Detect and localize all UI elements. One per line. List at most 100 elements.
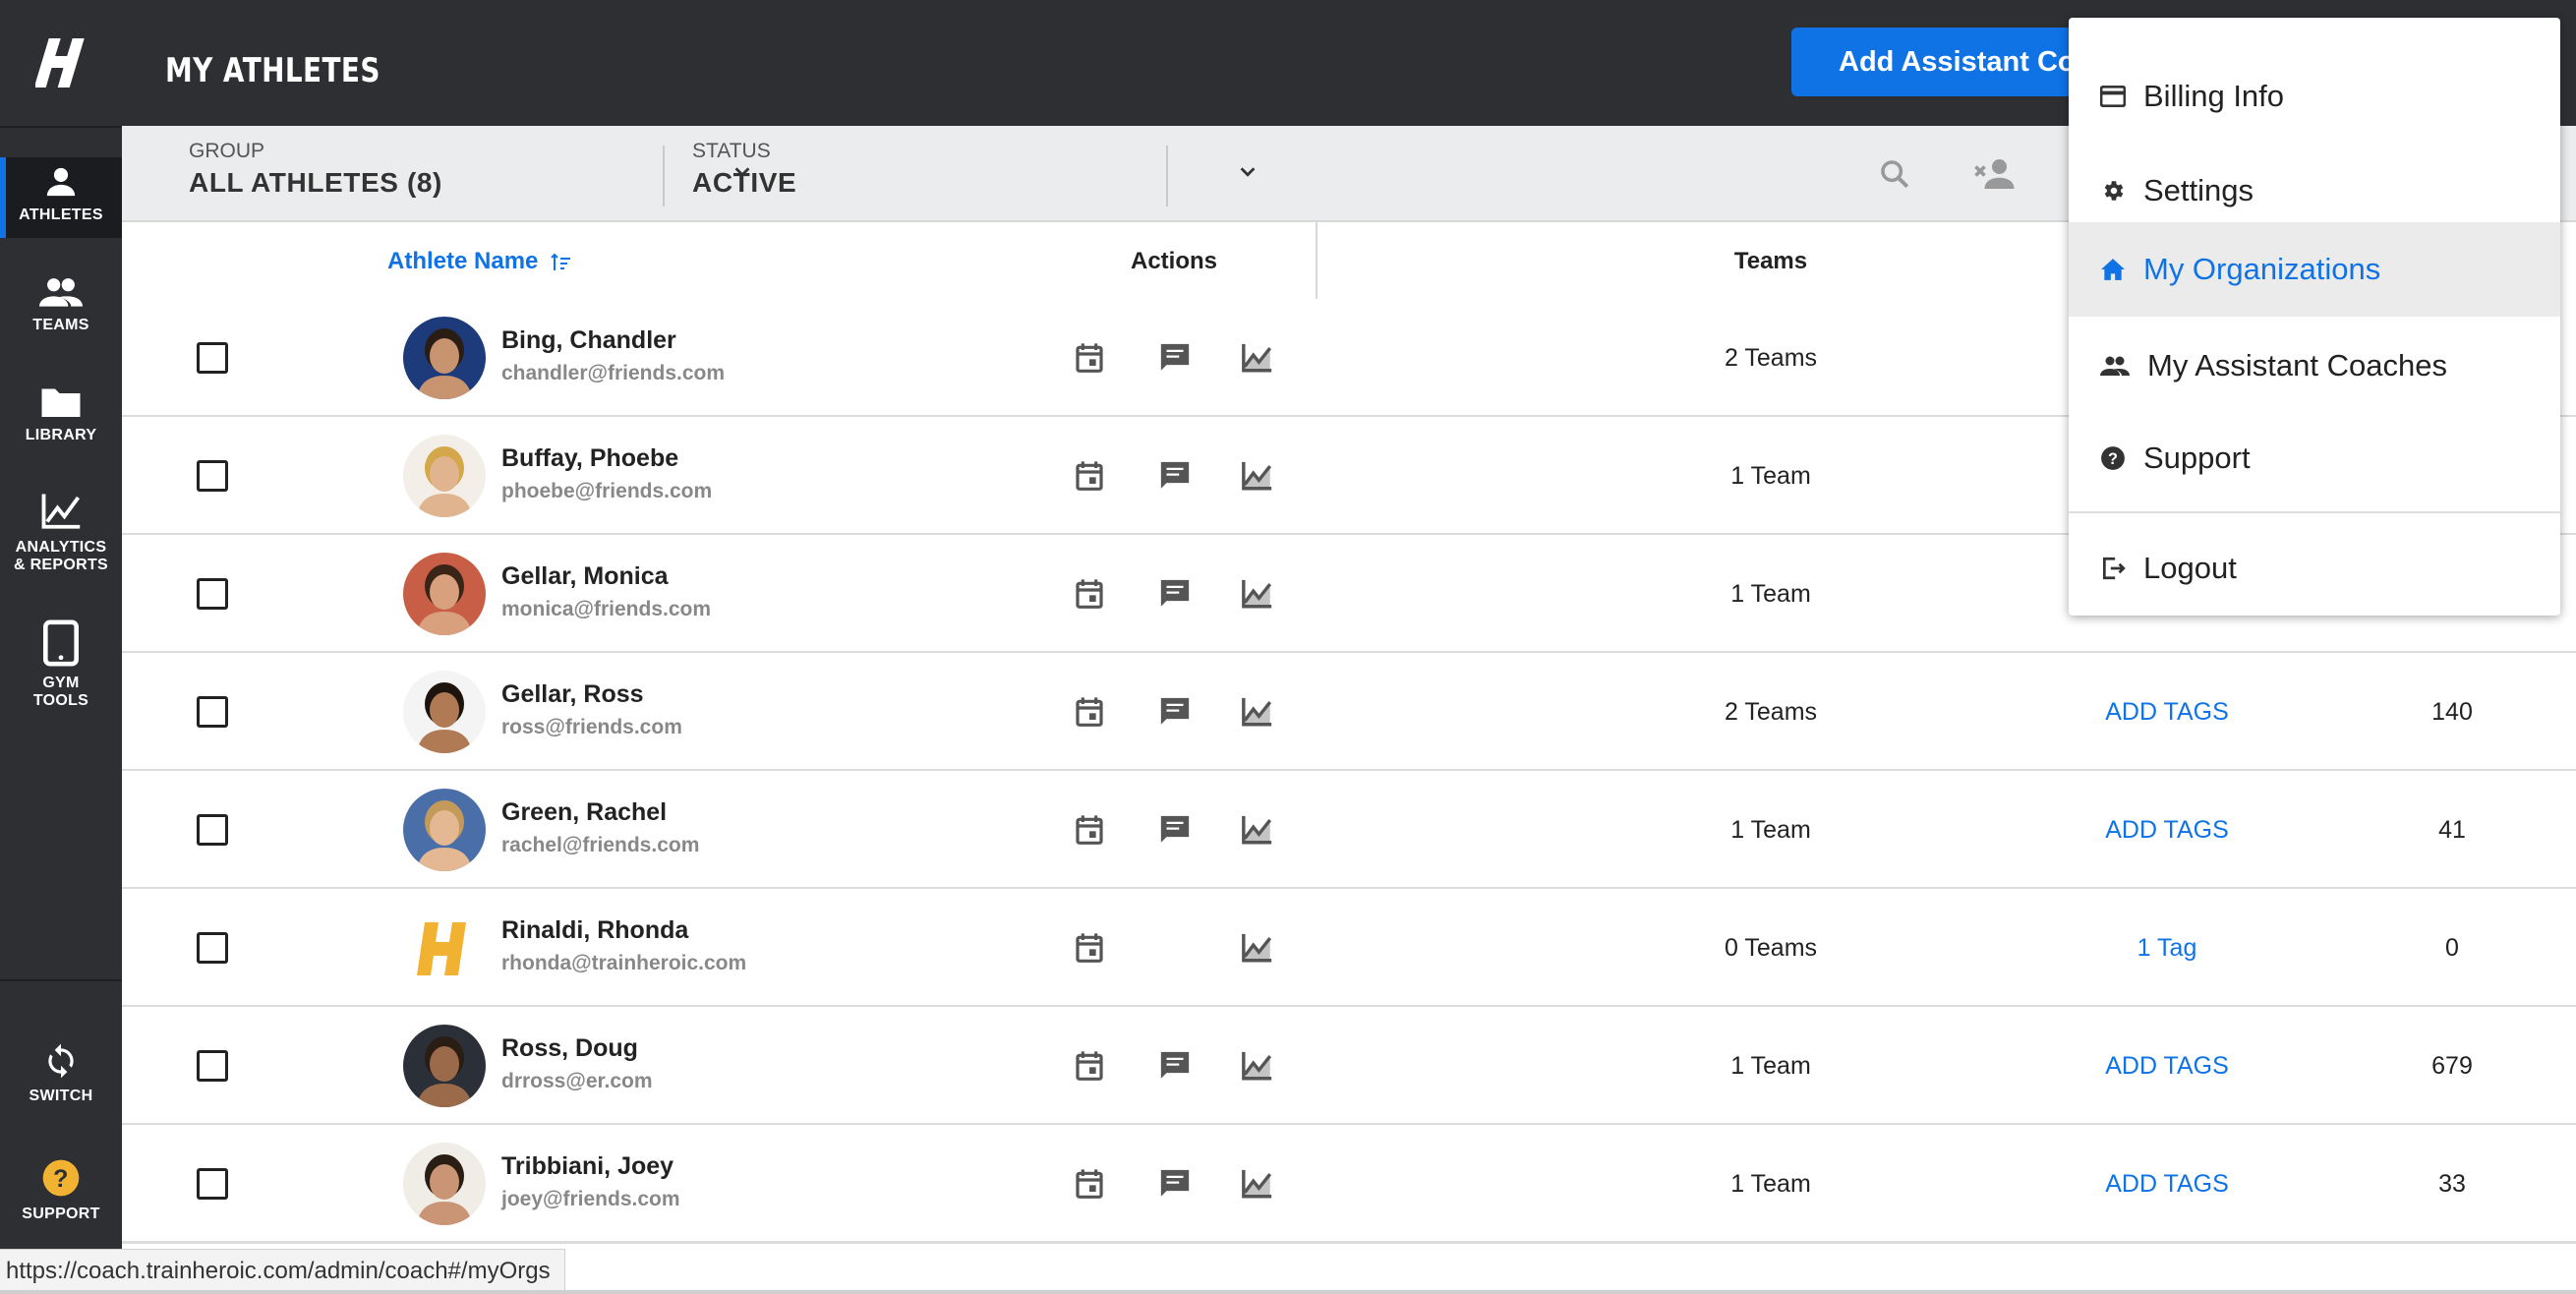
- gear-icon: [2104, 181, 2124, 201]
- athlete-teams[interactable]: 1 Team: [1730, 1170, 1811, 1198]
- calendar-icon[interactable]: [1074, 932, 1105, 964]
- table-row[interactable]: Green, Rachel rachel@friends.com 1 Team …: [122, 771, 2576, 890]
- analytics-icon[interactable]: [1241, 696, 1274, 728]
- nav-support[interactable]: ? SUPPORT: [0, 1158, 122, 1223]
- athlete-teams[interactable]: 2 Teams: [1724, 698, 1818, 726]
- athlete-tags[interactable]: ADD TAGS: [2105, 1052, 2229, 1080]
- account-dropdown-menu: Billing Info Settings My Organizations M…: [2069, 18, 2560, 616]
- credit-card-icon: [2100, 86, 2126, 107]
- menu-item-my-assistant-coaches[interactable]: My Assistant Coaches: [2069, 321, 2560, 411]
- switch-icon: [48, 1043, 74, 1079]
- nav-teams[interactable]: TEAMS: [0, 275, 122, 334]
- message-icon[interactable]: [1158, 578, 1192, 610]
- message-icon[interactable]: [1158, 460, 1192, 492]
- athlete-name[interactable]: Buffay, Phoebe: [501, 444, 679, 472]
- athlete-name[interactable]: Rinaldi, Rhonda: [501, 916, 689, 944]
- nav-athletes[interactable]: ATHLETES: [0, 157, 122, 238]
- row-checkbox[interactable]: [197, 460, 228, 492]
- avatar: [403, 671, 486, 753]
- group-filter[interactable]: GROUP ALL ATHLETES (8): [189, 126, 759, 220]
- group-icon: [39, 278, 83, 307]
- athlete-count: 33: [2438, 1170, 2466, 1198]
- athlete-teams[interactable]: 1 Team: [1730, 816, 1811, 844]
- logo-h-icon: [417, 922, 466, 975]
- search-icon[interactable]: [1878, 157, 1911, 191]
- row-checkbox[interactable]: [197, 342, 228, 374]
- nav-library[interactable]: LIBRARY: [0, 385, 122, 444]
- calendar-icon[interactable]: [1074, 696, 1105, 728]
- message-icon[interactable]: [1158, 1168, 1192, 1200]
- menu-label-logout: Logout: [2143, 551, 2237, 585]
- menu-item-settings[interactable]: Settings: [2069, 146, 2560, 236]
- calendar-icon[interactable]: [1074, 814, 1105, 846]
- calendar-icon[interactable]: [1074, 1050, 1105, 1082]
- analytics-icon[interactable]: [1241, 1168, 1274, 1200]
- menu-item-my-organizations[interactable]: My Organizations: [2069, 222, 2560, 317]
- status-filter-label: STATUS: [692, 140, 771, 162]
- message-icon[interactable]: [1158, 342, 1192, 374]
- table-row[interactable]: Tribbiani, Joey joey@friends.com 1 Team …: [122, 1125, 2576, 1244]
- row-checkbox[interactable]: [197, 932, 228, 964]
- athlete-count: 140: [2431, 698, 2473, 726]
- sidebar-divider: [0, 979, 122, 981]
- row-checkbox[interactable]: [197, 696, 228, 728]
- avatar-photo: [417, 328, 472, 399]
- filter-divider: [663, 146, 665, 206]
- nav-switch[interactable]: SWITCH: [0, 1042, 122, 1105]
- logout-icon: [2102, 557, 2126, 580]
- nav-label-gym-tools: GYM TOOLS: [32, 675, 89, 709]
- calendar-icon[interactable]: [1074, 342, 1105, 374]
- athlete-teams[interactable]: 1 Team: [1730, 580, 1811, 608]
- status-filter[interactable]: STATUS ACTIVE: [692, 126, 1262, 220]
- analytics-icon[interactable]: [1241, 460, 1274, 492]
- analytics-icon[interactable]: [1241, 1050, 1274, 1082]
- analytics-icon[interactable]: [1241, 342, 1274, 374]
- group-filter-value: ALL ATHLETES (8): [189, 167, 442, 198]
- nav-analytics[interactable]: ANALYTICS & REPORTS: [0, 492, 122, 574]
- table-row[interactable]: Ross, Doug drross@er.com 1 Team ADD TAGS…: [122, 1007, 2576, 1126]
- athlete-tags[interactable]: 1 Tag: [2137, 934, 2197, 962]
- group-filter-label: GROUP: [189, 140, 265, 162]
- athlete-email: rhonda@trainheroic.com: [501, 952, 747, 974]
- athlete-name[interactable]: Tribbiani, Joey: [501, 1152, 674, 1180]
- table-row[interactable]: Rinaldi, Rhonda rhonda@trainheroic.com 0…: [122, 889, 2576, 1008]
- message-icon[interactable]: [1158, 1050, 1192, 1082]
- athlete-tags[interactable]: ADD TAGS: [2105, 1170, 2229, 1198]
- athlete-name[interactable]: Gellar, Ross: [501, 680, 644, 708]
- table-row[interactable]: Gellar, Ross ross@friends.com 2 Teams AD…: [122, 653, 2576, 772]
- athlete-tags[interactable]: ADD TAGS: [2105, 698, 2229, 726]
- athlete-name[interactable]: Bing, Chandler: [501, 326, 676, 354]
- row-checkbox[interactable]: [197, 1168, 228, 1200]
- home-icon: [2101, 259, 2125, 280]
- athlete-teams[interactable]: 0 Teams: [1724, 934, 1818, 962]
- menu-item-billing-info[interactable]: Billing Info: [2069, 51, 2560, 142]
- avatar-photo: [417, 1036, 472, 1107]
- teams-header[interactable]: Teams: [1733, 248, 1808, 274]
- row-checkbox[interactable]: [197, 814, 228, 846]
- message-icon[interactable]: [1158, 814, 1192, 846]
- athlete-teams[interactable]: 1 Team: [1730, 1052, 1811, 1080]
- athlete-name[interactable]: Green, Rachel: [501, 798, 668, 826]
- athlete-teams[interactable]: 1 Team: [1730, 462, 1811, 490]
- calendar-icon[interactable]: [1074, 460, 1105, 492]
- analytics-icon[interactable]: [1241, 932, 1274, 964]
- athlete-name[interactable]: Gellar, Monica: [501, 562, 669, 590]
- calendar-icon[interactable]: [1074, 1168, 1105, 1200]
- avatar: [403, 907, 486, 989]
- message-icon[interactable]: [1158, 696, 1192, 728]
- analytics-icon[interactable]: [1241, 814, 1274, 846]
- menu-item-support[interactable]: ? Support: [2069, 413, 2560, 503]
- analytics-icon[interactable]: [1241, 578, 1274, 610]
- athlete-name-header[interactable]: Athlete Name: [387, 248, 572, 275]
- calendar-icon[interactable]: [1074, 578, 1105, 610]
- menu-item-logout[interactable]: Logout: [2069, 523, 2560, 614]
- nav-gym-tools[interactable]: GYM TOOLS: [0, 619, 122, 710]
- row-checkbox[interactable]: [197, 578, 228, 610]
- athlete-teams[interactable]: 2 Teams: [1724, 344, 1818, 372]
- remove-athlete-icon[interactable]: [1974, 155, 2016, 193]
- trainheroic-logo[interactable]: [0, 0, 122, 128]
- athlete-name[interactable]: Ross, Doug: [501, 1034, 638, 1062]
- nav-label-analytics: ANALYTICS & REPORTS: [13, 539, 109, 573]
- athlete-tags[interactable]: ADD TAGS: [2105, 816, 2229, 844]
- row-checkbox[interactable]: [197, 1050, 228, 1082]
